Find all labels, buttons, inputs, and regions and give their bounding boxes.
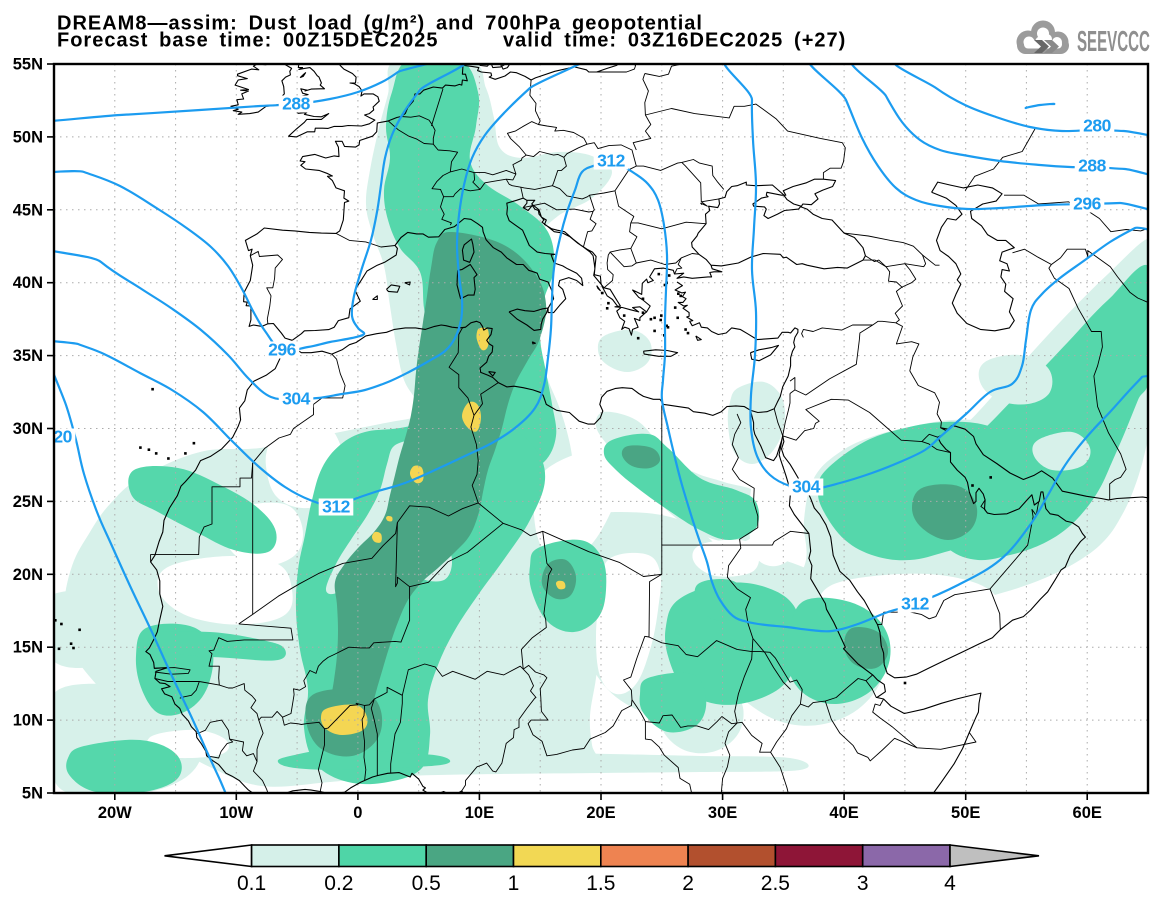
svg-text:50E: 50E <box>951 804 980 822</box>
svg-text:55N: 55N <box>13 56 43 74</box>
svg-text:3: 3 <box>857 872 869 895</box>
svg-text:296: 296 <box>268 340 296 360</box>
svg-text:10N: 10N <box>13 712 43 730</box>
svg-text:50N: 50N <box>13 128 43 146</box>
svg-text:10W: 10W <box>219 804 253 822</box>
svg-text:296: 296 <box>1073 194 1101 214</box>
svg-text:45N: 45N <box>13 201 43 219</box>
svg-text:0: 0 <box>353 804 362 822</box>
svg-text:1.5: 1.5 <box>586 872 615 895</box>
svg-text:10E: 10E <box>465 804 494 822</box>
svg-text:15N: 15N <box>13 639 43 657</box>
svg-text:60E: 60E <box>1073 804 1102 822</box>
svg-text:312: 312 <box>597 151 625 171</box>
svg-text:2.5: 2.5 <box>761 872 790 895</box>
svg-text:304: 304 <box>282 389 310 409</box>
svg-text:5N: 5N <box>22 785 43 803</box>
svg-text:40N: 40N <box>13 274 43 292</box>
svg-text:20N: 20N <box>13 566 43 584</box>
svg-text:4: 4 <box>944 872 956 895</box>
svg-text:20W: 20W <box>98 804 132 822</box>
svg-text:320: 320 <box>44 427 72 447</box>
svg-text:312: 312 <box>901 594 929 614</box>
svg-text:DREAM8—assim: Dust load (g/m²): DREAM8—assim: Dust load (g/m²) and 700hP… <box>57 13 703 35</box>
svg-text:Forecast base time: 00Z15DEC20: Forecast base time: 00Z15DEC2025 valid t… <box>57 30 846 52</box>
svg-text:20E: 20E <box>586 804 615 822</box>
svg-text:SEEVCCC: SEEVCCC <box>1077 25 1150 58</box>
svg-text:312: 312 <box>322 497 350 517</box>
svg-text:35N: 35N <box>13 347 43 365</box>
svg-text:0.2: 0.2 <box>324 872 353 895</box>
svg-text:0.5: 0.5 <box>412 872 441 895</box>
svg-text:288: 288 <box>282 94 310 114</box>
svg-text:1: 1 <box>508 872 520 895</box>
svg-text:2: 2 <box>682 872 694 895</box>
svg-text:288: 288 <box>1078 156 1106 176</box>
svg-text:304: 304 <box>792 477 820 497</box>
svg-text:280: 280 <box>1083 116 1111 136</box>
svg-text:30N: 30N <box>13 420 43 438</box>
svg-text:25N: 25N <box>13 493 43 511</box>
svg-text:30E: 30E <box>708 804 737 822</box>
svg-text:0.1: 0.1 <box>237 872 266 895</box>
svg-text:40E: 40E <box>829 804 858 822</box>
